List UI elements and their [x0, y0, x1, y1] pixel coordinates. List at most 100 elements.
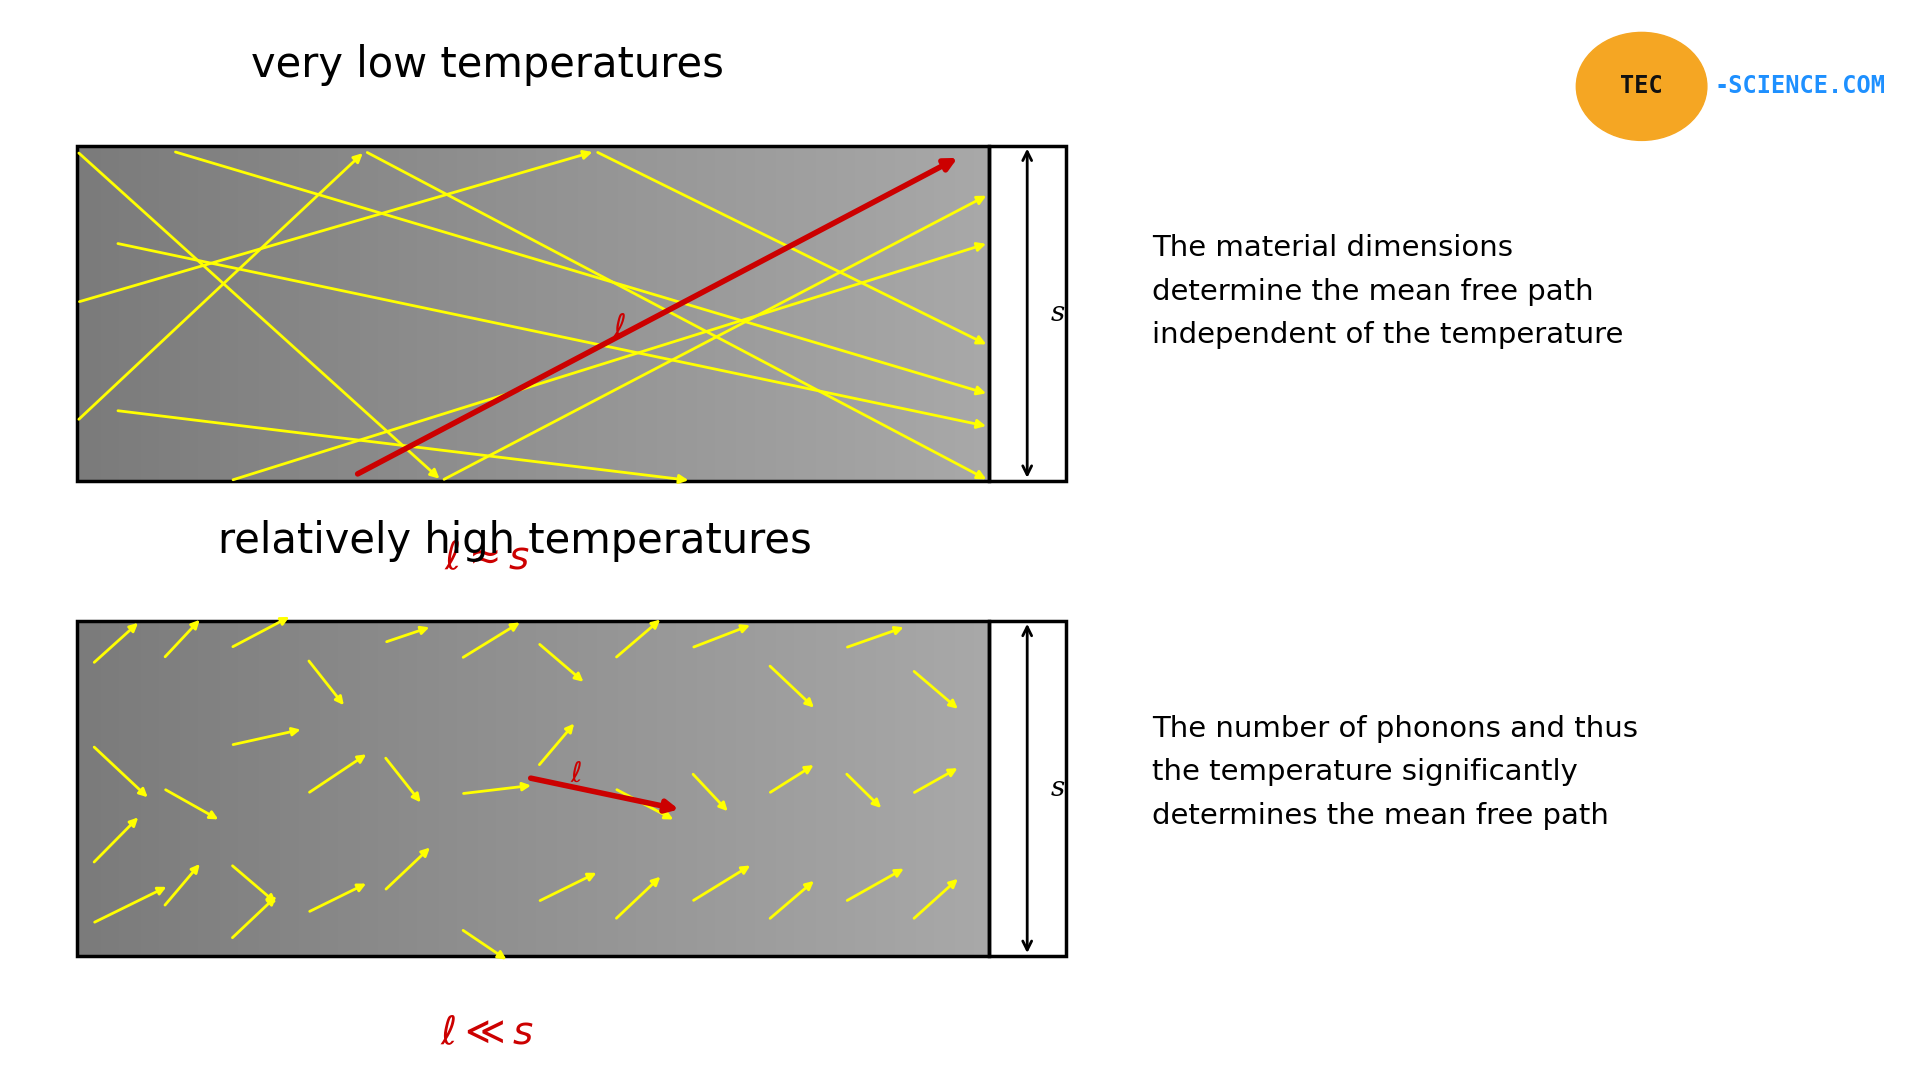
Bar [733, 146, 737, 481]
Bar [396, 146, 399, 481]
Bar [860, 146, 864, 481]
Bar [751, 146, 755, 481]
Bar [380, 146, 384, 481]
Bar [989, 621, 1066, 956]
Bar [213, 621, 217, 956]
Bar [925, 146, 927, 481]
Bar [839, 146, 843, 481]
Bar [198, 621, 202, 956]
Bar [843, 621, 847, 956]
Bar [442, 146, 445, 481]
Bar [472, 621, 474, 956]
Bar [568, 146, 572, 481]
Bar [678, 146, 682, 481]
Bar [125, 146, 129, 481]
Bar [296, 621, 300, 956]
Bar [290, 621, 292, 956]
Bar [505, 146, 509, 481]
Bar [263, 621, 265, 956]
Bar [134, 621, 138, 956]
Bar [745, 146, 749, 481]
Bar [985, 146, 989, 481]
Bar [977, 146, 979, 481]
Bar [578, 621, 582, 956]
Bar [338, 146, 342, 481]
Bar [503, 621, 505, 956]
Bar [937, 146, 941, 481]
Bar [597, 621, 599, 956]
Bar [305, 621, 307, 956]
Bar [196, 146, 198, 481]
Bar [927, 146, 931, 481]
Bar [131, 621, 134, 956]
Text: very low temperatures: very low temperatures [252, 44, 724, 86]
Bar [211, 146, 213, 481]
Bar [265, 621, 269, 956]
Text: s: s [1050, 775, 1064, 801]
Bar [169, 621, 171, 956]
Bar [359, 621, 363, 956]
Bar [758, 146, 760, 481]
Bar [223, 621, 227, 956]
Bar [828, 621, 831, 956]
Bar [563, 146, 566, 481]
Bar [447, 621, 451, 956]
Bar [96, 146, 98, 481]
Bar [177, 621, 180, 956]
Bar [795, 621, 797, 956]
Bar [849, 621, 852, 956]
Bar [737, 146, 739, 481]
Bar [876, 146, 879, 481]
Bar [238, 621, 242, 956]
Bar [190, 621, 192, 956]
Bar [931, 146, 933, 481]
Bar [109, 146, 113, 481]
Bar [515, 621, 518, 956]
Bar [175, 621, 177, 956]
Bar [812, 621, 816, 956]
Bar [781, 146, 785, 481]
Bar [566, 621, 568, 956]
Bar [639, 146, 641, 481]
Bar [369, 621, 372, 956]
Bar [317, 146, 321, 481]
Bar [161, 146, 165, 481]
Bar [159, 146, 161, 481]
Bar [342, 621, 344, 956]
Bar [712, 146, 714, 481]
Bar [985, 621, 989, 956]
Bar [591, 621, 593, 956]
Bar [238, 146, 242, 481]
Bar [712, 621, 714, 956]
Bar [649, 621, 651, 956]
Bar [774, 146, 776, 481]
Bar [672, 146, 676, 481]
Bar [180, 621, 182, 956]
Bar [102, 621, 104, 956]
Bar [816, 621, 818, 956]
Bar [269, 621, 271, 956]
Bar [109, 621, 113, 956]
Bar [399, 621, 401, 956]
Bar [816, 146, 818, 481]
Bar [438, 146, 442, 481]
Bar [365, 146, 369, 481]
Bar [98, 621, 102, 956]
Bar [609, 146, 612, 481]
Bar [561, 621, 563, 956]
Bar [468, 621, 472, 956]
Bar [822, 146, 824, 481]
Text: $\ell\approx s$: $\ell\approx s$ [444, 540, 530, 577]
Bar [703, 621, 707, 956]
Bar [154, 621, 156, 956]
Bar [536, 146, 540, 481]
Bar [292, 621, 296, 956]
Bar [338, 621, 342, 956]
Bar [614, 621, 618, 956]
Bar [943, 146, 947, 481]
Bar [584, 146, 588, 481]
Bar [803, 146, 806, 481]
Bar [357, 621, 359, 956]
Bar [409, 621, 411, 956]
Bar [292, 146, 296, 481]
